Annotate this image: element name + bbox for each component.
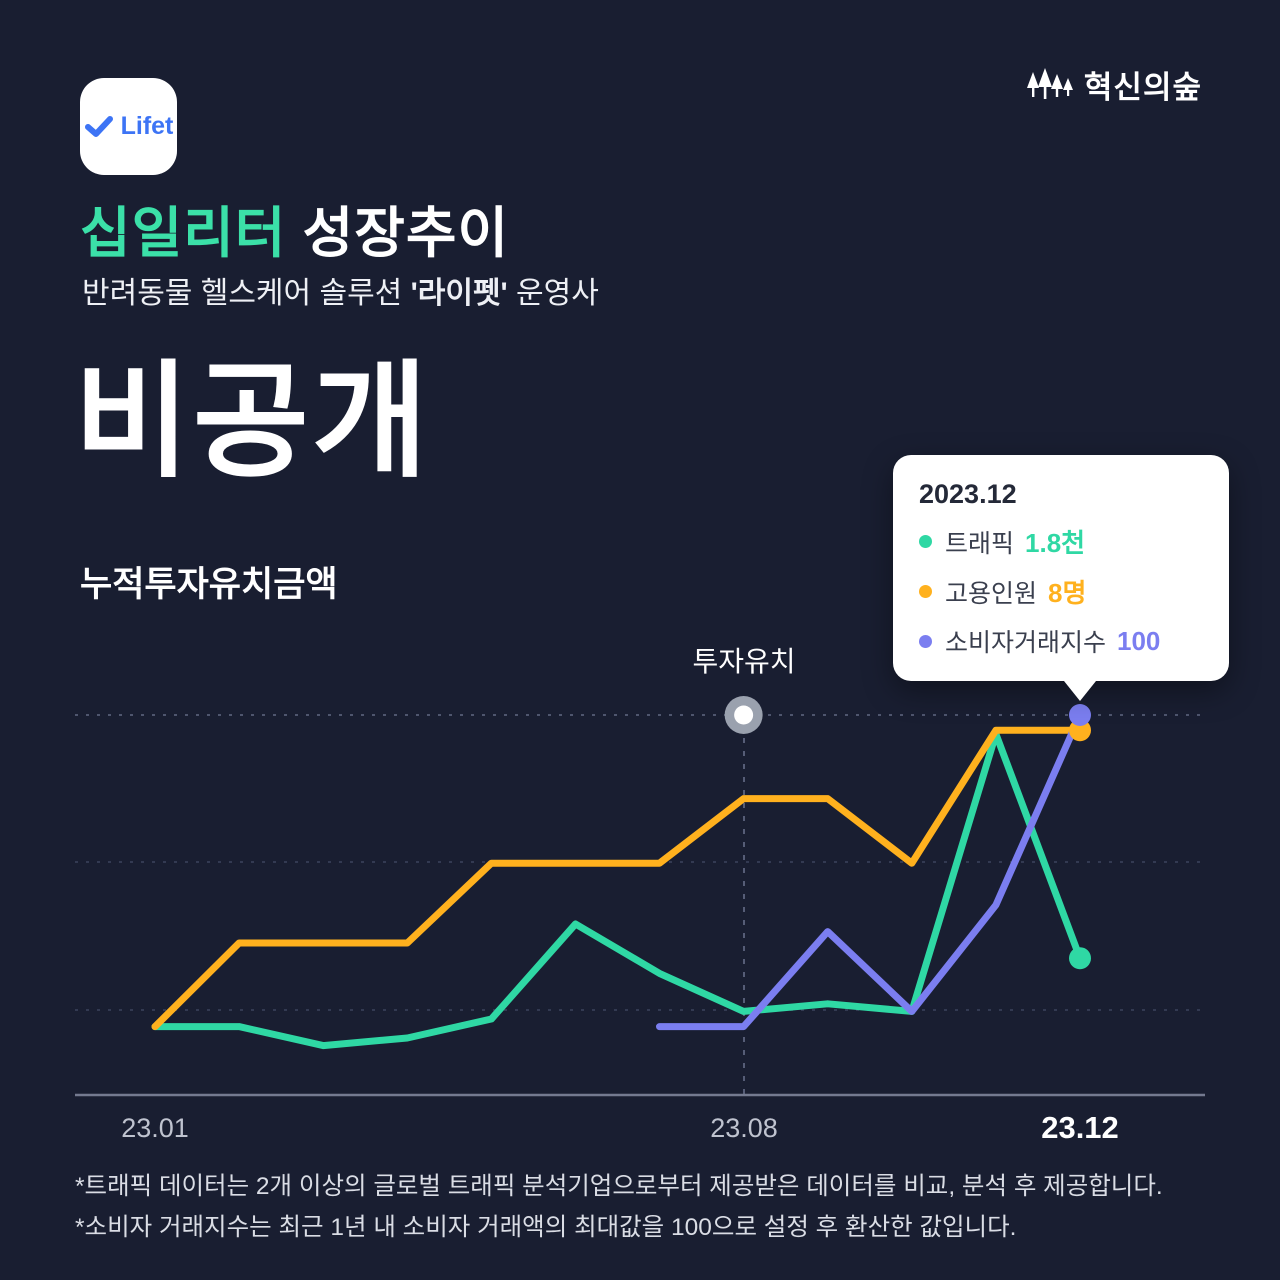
- investment-amount-label: 누적투자유치금액: [80, 565, 338, 604]
- investment-annotation-label: 투자유치: [692, 646, 796, 677]
- lifet-logo-text: Lifet: [120, 112, 174, 140]
- page-title-company: 십일리터: [80, 202, 287, 264]
- page-subtitle: 반려동물 헬스케어 솔루션 '라이펫' 운영사: [82, 268, 599, 312]
- traffic-dot-icon: [919, 535, 932, 548]
- series-endpoint-트래픽: [1069, 947, 1091, 970]
- page-title: 십일리터 성장추이: [80, 188, 509, 268]
- x-tick-2308: 23.08: [710, 1113, 778, 1143]
- series-endpoint-고용인원: [1069, 719, 1091, 742]
- footnote-traffic: *트래픽 데이터는 2개 이상의 글로벌 트래픽 분석기업으로부터 제공받은 데…: [75, 1173, 1163, 1200]
- series-line-소비자거래지수: [656, 711, 1084, 1031]
- x-tick-2301: 23.01: [121, 1113, 189, 1143]
- tooltip-row-employees: 고용인원 8명: [919, 573, 1203, 610]
- consumer-index-label: 소비자거래지수: [945, 629, 1107, 657]
- lifet-logo: Lifet: [80, 78, 177, 175]
- footnotes: *트래픽 데이터는 2개 이상의 글로벌 트래픽 분석기업으로부터 제공받은 데…: [75, 1166, 1163, 1248]
- tooltip-row-consumer-index: 소비자거래지수 100: [919, 623, 1203, 659]
- subtitle-brand: '라이펫': [410, 277, 508, 310]
- consumer-index-value: 100: [1117, 625, 1161, 656]
- subtitle-post: 운영사: [507, 277, 599, 310]
- traffic-label: 트래픽: [945, 529, 1015, 558]
- series-endpoint-소비자거래지수: [1069, 704, 1091, 726]
- employees-value: 8명: [1048, 578, 1087, 608]
- employees-dot-icon: [919, 585, 932, 598]
- consumer-index-dot-icon: [919, 634, 932, 648]
- investment-marker-ring: [724, 696, 763, 734]
- brand-logo-text: 혁신의숲: [1083, 70, 1202, 105]
- series-line-고용인원: [151, 726, 1084, 1031]
- brand-logo: 혁신의숲: [1025, 62, 1202, 107]
- check-icon: [84, 114, 114, 140]
- page-title-rest: 성장추이: [286, 202, 510, 264]
- footnote-consumer-index: *소비자 거래지수는 최근 1년 내 소비자 거래액의 최대값을 100으로 설…: [75, 1214, 1017, 1241]
- x-tick-2312: 23.12: [1041, 1110, 1119, 1145]
- tooltip-date: 2023.12: [919, 479, 1017, 509]
- latest-values-tooltip: 2023.12 트래픽 1.8천 고용인원 8명 소비자거래지수 100: [893, 455, 1229, 701]
- tooltip-pointer: [1064, 681, 1096, 701]
- subtitle-pre: 반려동물 헬스케어 솔루션: [82, 277, 411, 310]
- tooltip-row-traffic: 트래픽 1.8천: [919, 523, 1203, 560]
- forest-logo-icon: [1025, 67, 1075, 102]
- series-line-트래픽: [151, 730, 1084, 1050]
- employees-label: 고용인원: [945, 579, 1038, 608]
- traffic-value: 1.8천: [1025, 528, 1086, 558]
- investment-marker-dot: [734, 705, 754, 725]
- investment-amount-value: 비공개: [74, 351, 431, 492]
